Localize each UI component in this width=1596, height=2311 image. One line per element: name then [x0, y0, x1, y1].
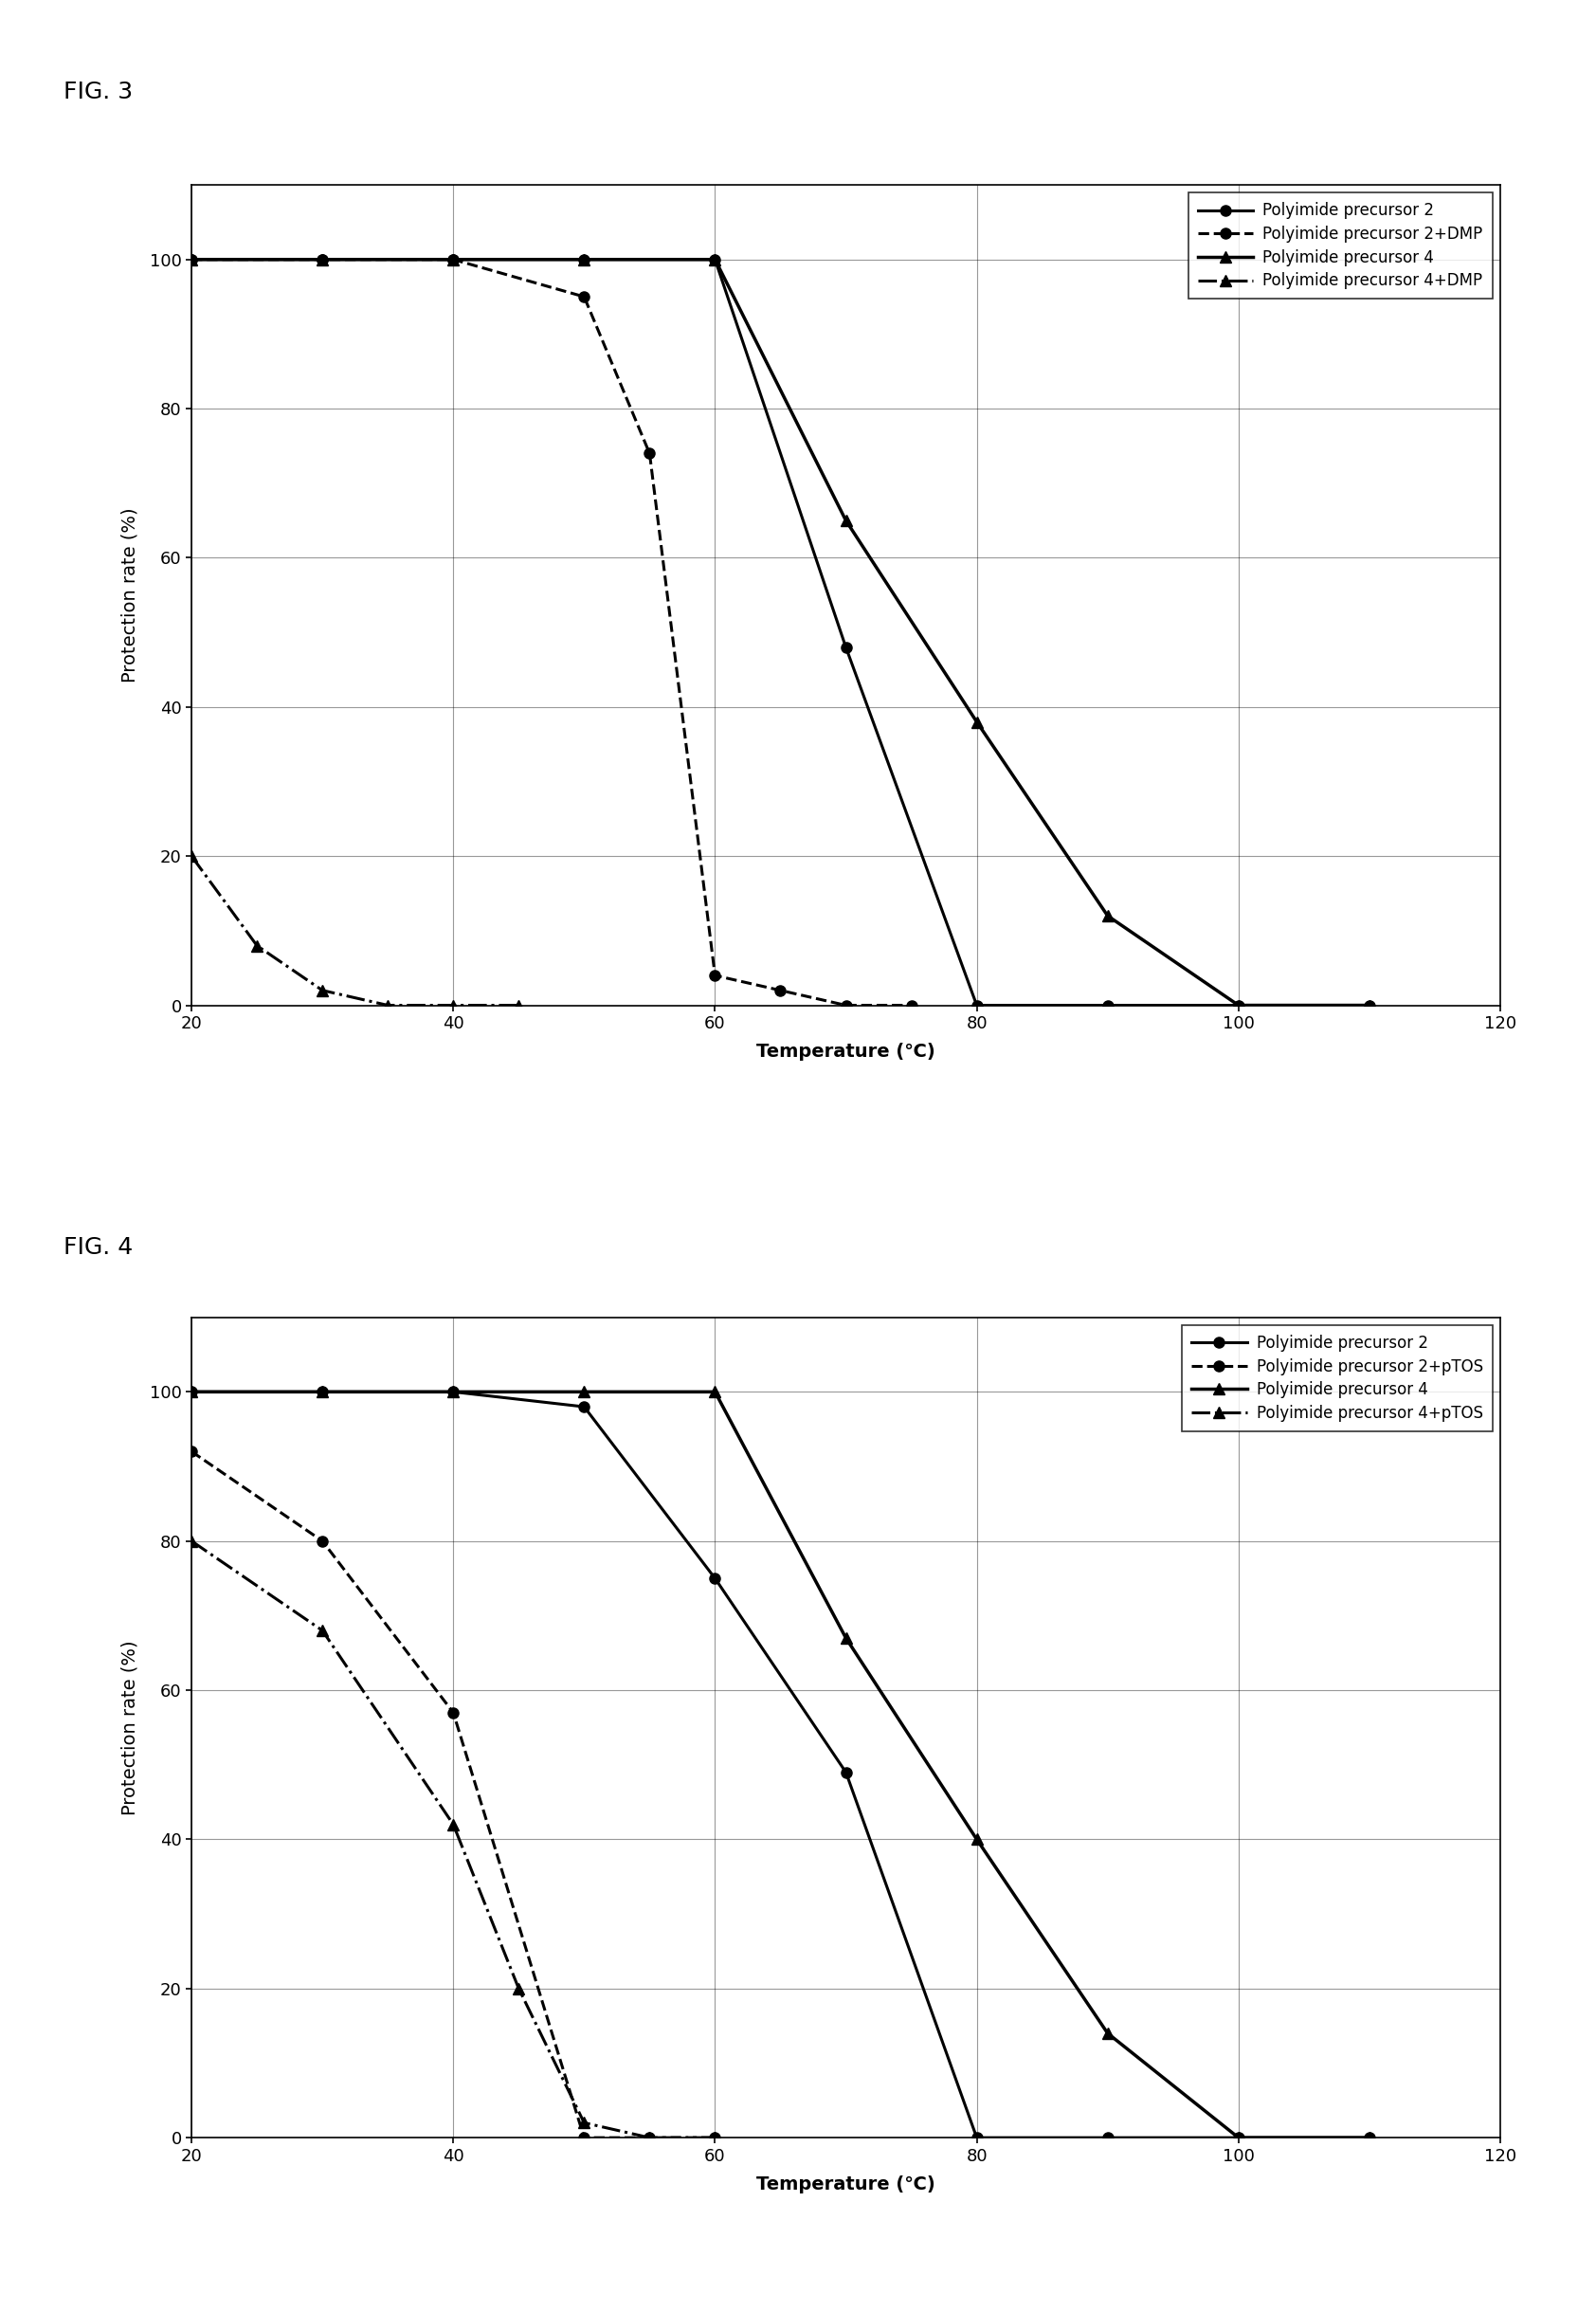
- Polyimide precursor 2: [182, 1377, 201, 1405]
- Polyimide precursor 2+DMP: [836, 991, 855, 1019]
- Polyimide precursor 2: [444, 1377, 463, 1405]
- Polyimide precursor 2: [313, 245, 332, 273]
- Polyimide precursor 4: [705, 245, 725, 273]
- Polyimide precursor 4: [182, 1377, 201, 1405]
- Polyimide precursor 4+pTOS: [182, 1528, 201, 1555]
- Polyimide precursor 4: [444, 245, 463, 273]
- Polyimide precursor 4: [182, 245, 201, 273]
- Polyimide precursor 2: [705, 1565, 725, 1592]
- Polyimide precursor 4: [313, 245, 332, 273]
- Polyimide precursor 4+pTOS: [313, 1618, 332, 1645]
- Polyimide precursor 4: [1098, 2020, 1117, 2048]
- Polyimide precursor 4+DMP: [509, 991, 528, 1019]
- Line: Polyimide precursor 4+pTOS: Polyimide precursor 4+pTOS: [185, 1535, 721, 2145]
- Polyimide precursor 2+pTOS: [705, 2124, 725, 2152]
- Polyimide precursor 2: [182, 245, 201, 273]
- Line: Polyimide precursor 2: Polyimide precursor 2: [187, 1387, 1374, 2142]
- Polyimide precursor 4+pTOS: [705, 2124, 725, 2152]
- Polyimide precursor 4: [836, 506, 855, 534]
- Polyimide precursor 2: [444, 245, 463, 273]
- Y-axis label: Protection rate (%): Protection rate (%): [121, 508, 139, 682]
- Polyimide precursor 4: [1098, 901, 1117, 929]
- Line: Polyimide precursor 4+DMP: Polyimide precursor 4+DMP: [185, 850, 525, 1012]
- Polyimide precursor 2: [967, 991, 986, 1019]
- Polyimide precursor 4: [1360, 991, 1379, 1019]
- Y-axis label: Protection rate (%): Protection rate (%): [121, 1641, 139, 1814]
- Polyimide precursor 4: [313, 1377, 332, 1405]
- Polyimide precursor 4: [705, 1377, 725, 1405]
- Polyimide precursor 2: [1229, 991, 1248, 1019]
- Polyimide precursor 4+DMP: [247, 931, 267, 959]
- Polyimide precursor 2: [705, 245, 725, 273]
- Polyimide precursor 4: [967, 707, 986, 735]
- Polyimide precursor 2: [836, 633, 855, 661]
- Polyimide precursor 2+pTOS: [444, 1699, 463, 1726]
- Polyimide precursor 2: [575, 245, 594, 273]
- Polyimide precursor 4+pTOS: [640, 2124, 659, 2152]
- Polyimide precursor 4: [1229, 991, 1248, 1019]
- Line: Polyimide precursor 2+pTOS: Polyimide precursor 2+pTOS: [187, 1447, 720, 2142]
- Polyimide precursor 4+DMP: [378, 991, 397, 1019]
- Polyimide precursor 4+DMP: [313, 978, 332, 1005]
- Line: Polyimide precursor 4: Polyimide precursor 4: [185, 254, 1376, 1012]
- Polyimide precursor 2: [1098, 2124, 1117, 2152]
- Polyimide precursor 4: [967, 1826, 986, 1853]
- Polyimide precursor 2+DMP: [182, 245, 201, 273]
- Polyimide precursor 2: [1229, 2124, 1248, 2152]
- Polyimide precursor 2+pTOS: [640, 2124, 659, 2152]
- Text: FIG. 4: FIG. 4: [64, 1236, 132, 1259]
- Polyimide precursor 2+DMP: [444, 245, 463, 273]
- Polyimide precursor 2+DMP: [902, 991, 921, 1019]
- Polyimide precursor 4: [575, 245, 594, 273]
- Polyimide precursor 2+pTOS: [575, 2124, 594, 2152]
- Line: Polyimide precursor 4: Polyimide precursor 4: [185, 1387, 1376, 2145]
- Polyimide precursor 2+pTOS: [313, 1528, 332, 1555]
- Polyimide precursor 4: [1229, 2124, 1248, 2152]
- Polyimide precursor 2+DMP: [575, 282, 594, 310]
- Polyimide precursor 4: [444, 1377, 463, 1405]
- Polyimide precursor 4+pTOS: [444, 1810, 463, 1837]
- Polyimide precursor 2: [836, 1759, 855, 1786]
- Polyimide precursor 2+DMP: [640, 439, 659, 467]
- Polyimide precursor 4: [575, 1377, 594, 1405]
- Polyimide precursor 4+DMP: [182, 841, 201, 869]
- Polyimide precursor 2: [575, 1394, 594, 1421]
- Polyimide precursor 4: [1360, 2124, 1379, 2152]
- Polyimide precursor 2: [1360, 991, 1379, 1019]
- Polyimide precursor 4+pTOS: [575, 2110, 594, 2138]
- Legend: Polyimide precursor 2, Polyimide precursor 2+pTOS, Polyimide precursor 4, Polyim: Polyimide precursor 2, Polyimide precurs…: [1183, 1324, 1492, 1431]
- Polyimide precursor 2: [1360, 2124, 1379, 2152]
- Polyimide precursor 2: [967, 2124, 986, 2152]
- X-axis label: Temperature (℃): Temperature (℃): [757, 2175, 935, 2193]
- Polyimide precursor 4+DMP: [444, 991, 463, 1019]
- X-axis label: Temperature (℃): Temperature (℃): [757, 1042, 935, 1061]
- Legend: Polyimide precursor 2, Polyimide precursor 2+DMP, Polyimide precursor 4, Polyimi: Polyimide precursor 2, Polyimide precurs…: [1189, 192, 1492, 298]
- Polyimide precursor 2+DMP: [705, 961, 725, 989]
- Text: FIG. 3: FIG. 3: [64, 81, 132, 104]
- Polyimide precursor 2+DMP: [771, 978, 790, 1005]
- Line: Polyimide precursor 2: Polyimide precursor 2: [187, 254, 1374, 1010]
- Polyimide precursor 2+DMP: [313, 245, 332, 273]
- Polyimide precursor 2: [1098, 991, 1117, 1019]
- Line: Polyimide precursor 2+DMP: Polyimide precursor 2+DMP: [187, 254, 916, 1010]
- Polyimide precursor 2+pTOS: [182, 1437, 201, 1465]
- Polyimide precursor 4+pTOS: [509, 1974, 528, 2001]
- Polyimide precursor 4: [836, 1625, 855, 1652]
- Polyimide precursor 2: [313, 1377, 332, 1405]
